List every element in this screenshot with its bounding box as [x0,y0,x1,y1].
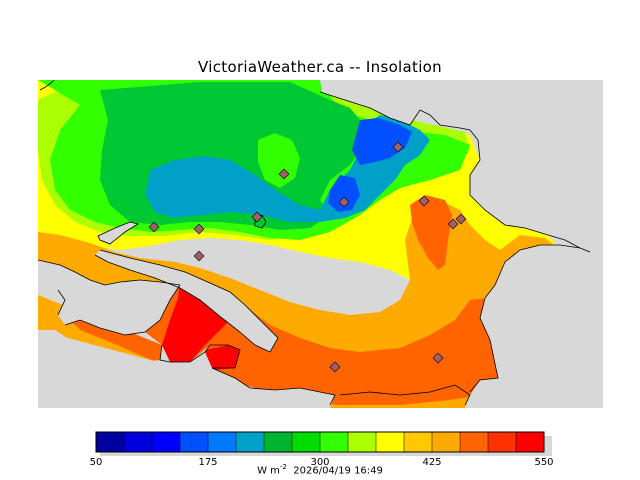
legend-swatch [264,432,293,452]
legend-swatch [320,432,349,452]
legend-border [95,431,545,453]
legend-swatches [96,432,545,452]
legend-swatch [152,432,181,452]
legend-tick-label: 175 [198,457,217,468]
station-marker[interactable] [418,195,430,207]
station-markers [148,141,467,373]
legend-swatch [460,432,489,452]
unit-label: W m [257,465,280,477]
legend-swatch [376,432,405,452]
station-marker[interactable] [338,196,350,208]
contour-layer [38,80,603,408]
station-marker[interactable] [278,168,290,180]
legend-footer: W m-2 2026/04/19 16:49 [0,463,640,476]
station-marker[interactable] [148,221,160,233]
station-marker[interactable] [329,361,341,373]
unit-exponent: -2 [279,463,287,471]
station-marker[interactable] [455,213,467,225]
legend-swatch [208,432,237,452]
legend-swatch [516,432,545,452]
map-title: VictoriaWeather.ca -- Insolation [198,58,442,76]
station-marker[interactable] [193,223,205,235]
legend-swatch [236,432,265,452]
timestamp: 2026/04/19 16:49 [293,465,383,477]
legend-swatch [124,432,153,452]
legend-swatch [292,432,321,452]
legend-tick-label: 50 [90,457,103,468]
legend-tick-label: 550 [534,457,553,468]
legend-swatch [96,432,125,452]
legend-swatch [404,432,433,452]
legend-swatch [432,432,461,452]
station-marker[interactable] [251,211,263,223]
legend-swatch [348,432,377,452]
station-marker[interactable] [447,218,459,230]
station-marker[interactable] [392,141,404,153]
legend-tick-label: 425 [422,457,441,468]
legend-tick-label: 300 [310,457,329,468]
station-marker[interactable] [432,352,444,364]
legend-swatch [180,432,209,452]
station-marker[interactable] [193,250,205,262]
legend-swatch [488,432,517,452]
